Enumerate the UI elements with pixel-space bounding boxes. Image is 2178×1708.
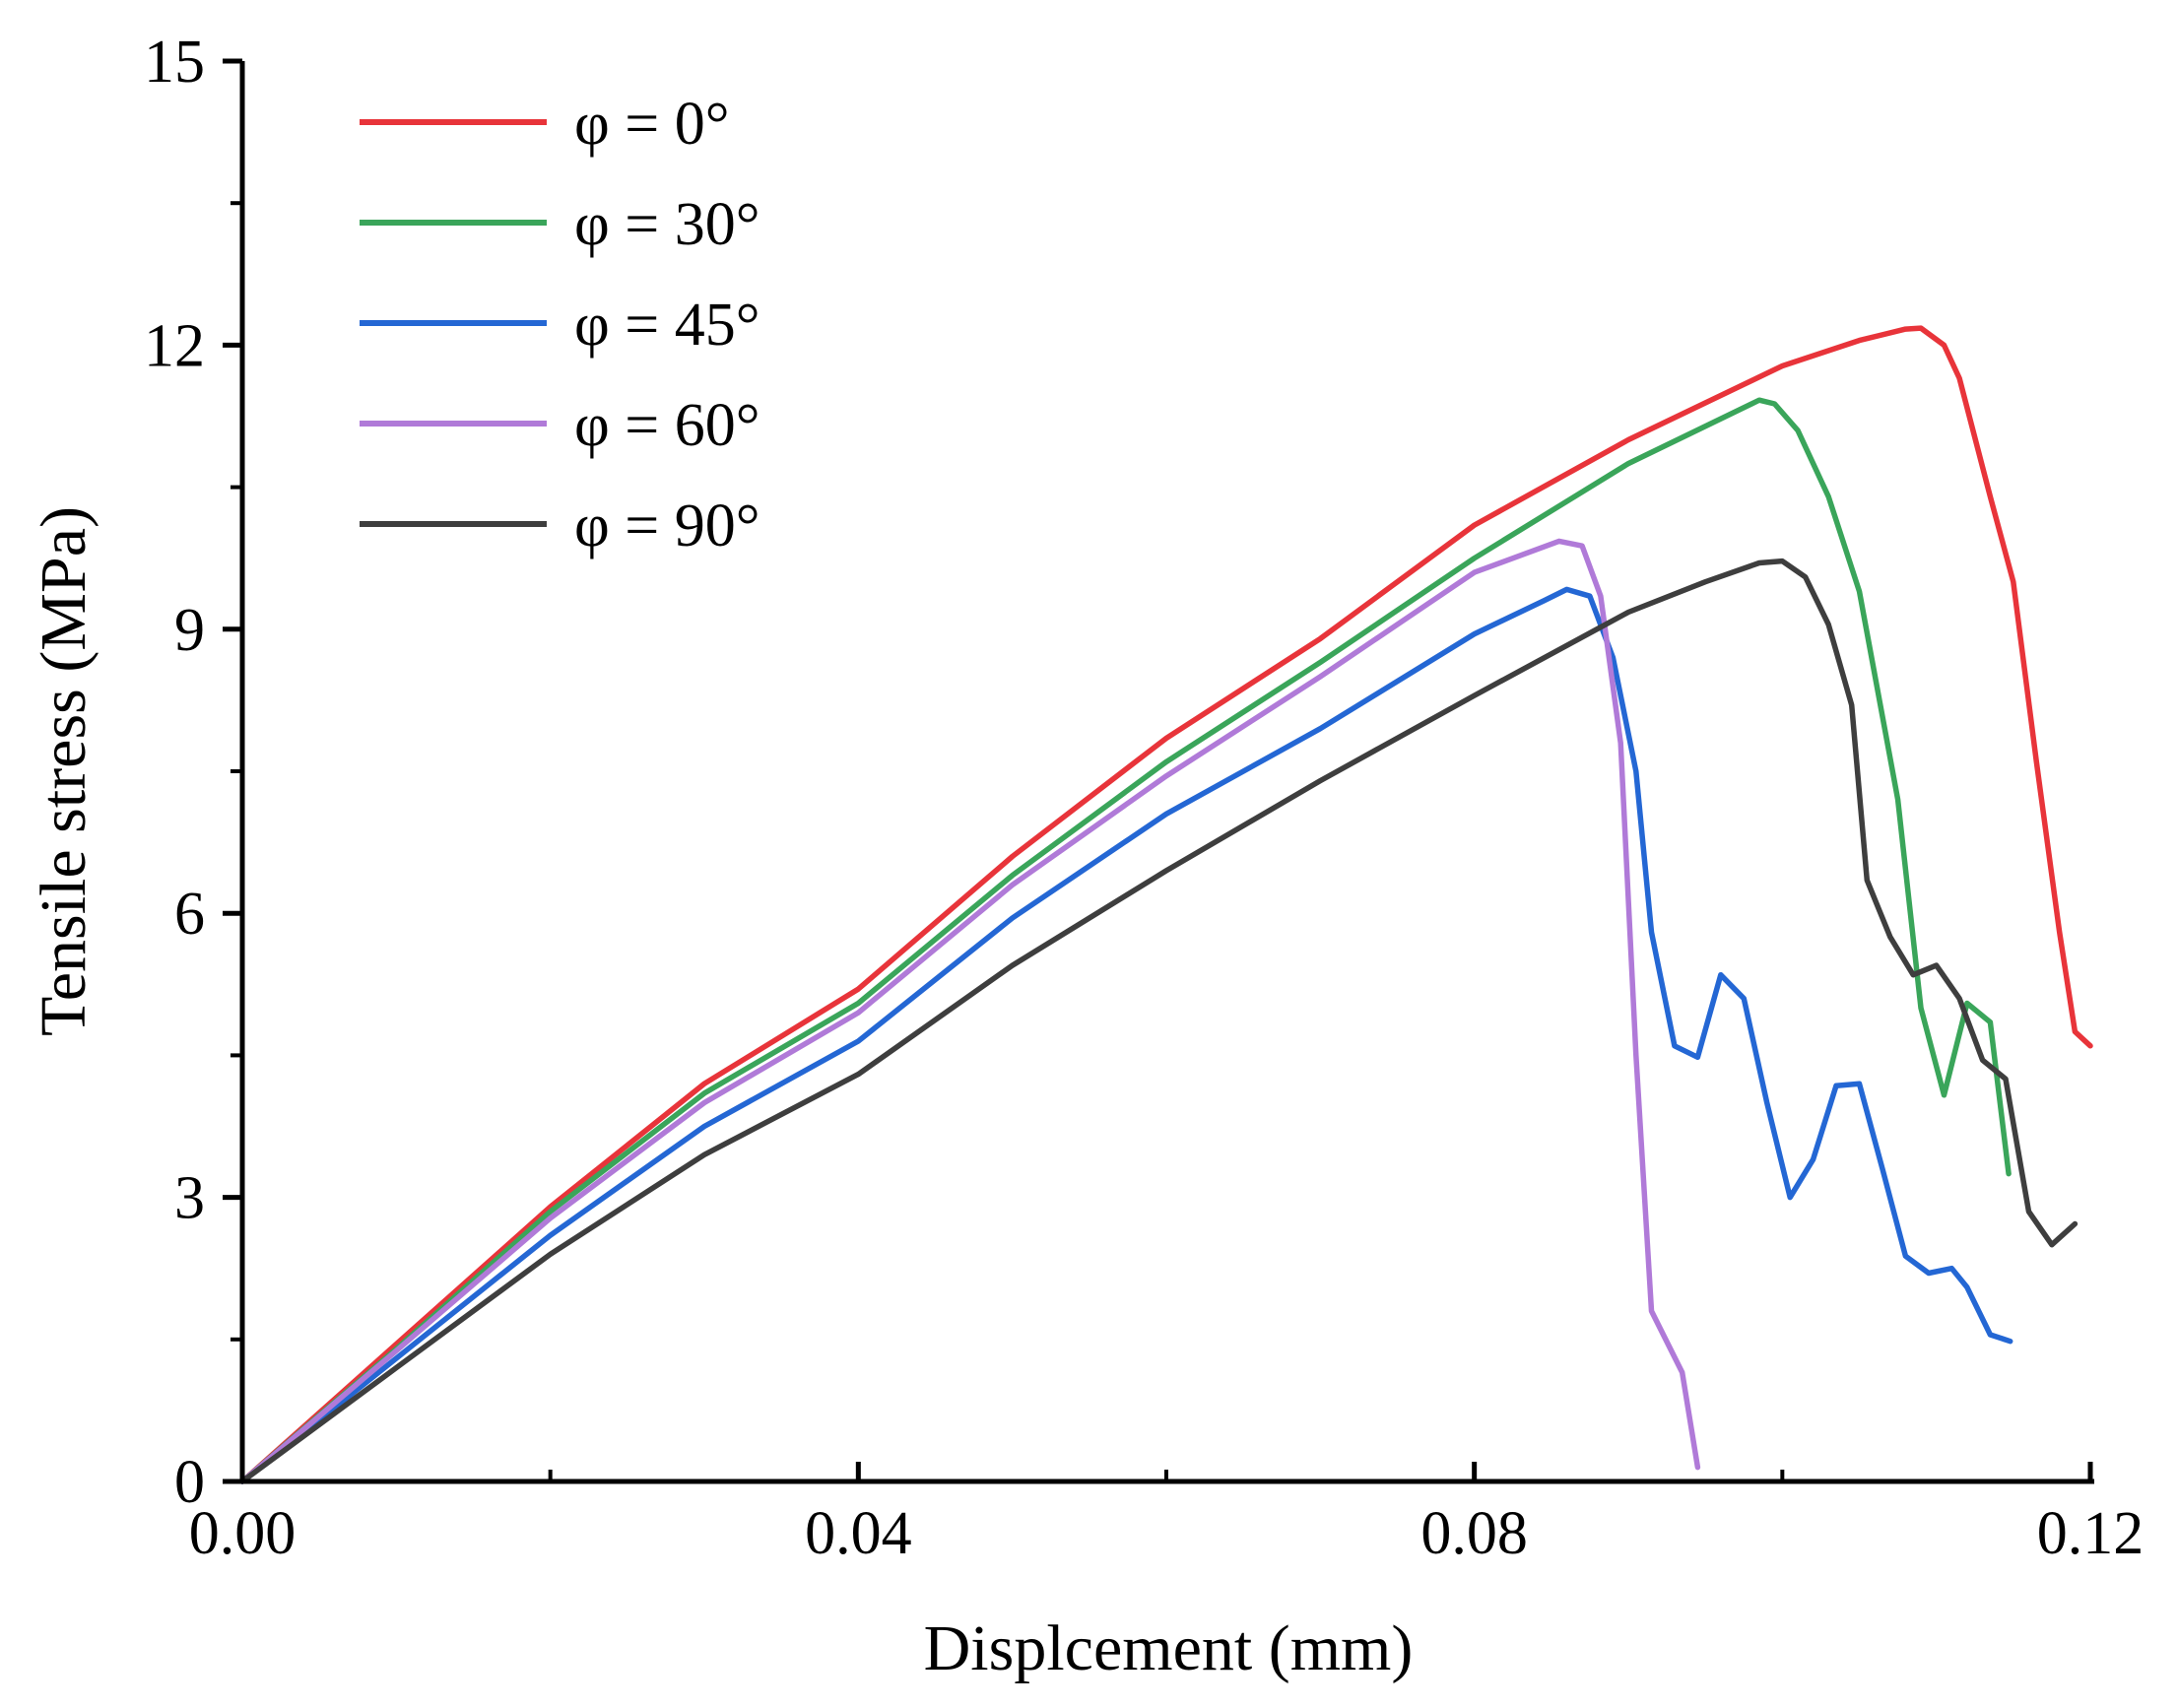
legend-item: φ = 45° — [360, 292, 760, 359]
series-layer — [239, 325, 2093, 1484]
legend-item: φ = 90° — [360, 493, 760, 559]
x-tick-label: 0.08 — [1420, 1500, 1528, 1567]
y-tick-label: 9 — [174, 597, 205, 664]
legend-label: φ = 45° — [574, 292, 760, 359]
x-tick-label: 0.12 — [2037, 1500, 2145, 1567]
legend-label: φ = 0° — [574, 91, 730, 158]
y-tick-label: 0 — [174, 1449, 205, 1516]
y-axis-title: Tensile stress (MPa) — [28, 506, 99, 1036]
tick-labels: 0 3 6 9 12 15 0.00 0.04 0.08 0.12 — [144, 29, 2144, 1567]
y-tick-label: 12 — [144, 312, 205, 379]
x-tick-label: 0.04 — [805, 1500, 912, 1567]
legend-item: φ = 30° — [360, 191, 760, 258]
axes — [239, 61, 2094, 1484]
series-line-4 — [239, 558, 2079, 1484]
series-line-1 — [239, 397, 2012, 1484]
x-axis-title: Displcement (mm) — [924, 1612, 1414, 1684]
legend-item: φ = 0° — [360, 91, 730, 158]
series-line-3 — [239, 538, 1701, 1484]
legend-item: φ = 60° — [360, 392, 760, 459]
y-tick-label: 6 — [174, 881, 205, 948]
series-line-2 — [239, 586, 2013, 1484]
x-tick-label: 0.00 — [189, 1500, 297, 1567]
legend: φ = 0° φ = 30° φ = 45° φ = 60° φ = 90° — [360, 91, 760, 559]
y-tick-label: 15 — [144, 29, 205, 96]
legend-label: φ = 90° — [574, 493, 760, 559]
y-tick-label: 3 — [174, 1165, 205, 1232]
legend-label: φ = 30° — [574, 191, 760, 258]
series-line-0 — [239, 325, 2093, 1484]
legend-label: φ = 60° — [574, 392, 760, 459]
ticks — [223, 58, 2093, 1484]
